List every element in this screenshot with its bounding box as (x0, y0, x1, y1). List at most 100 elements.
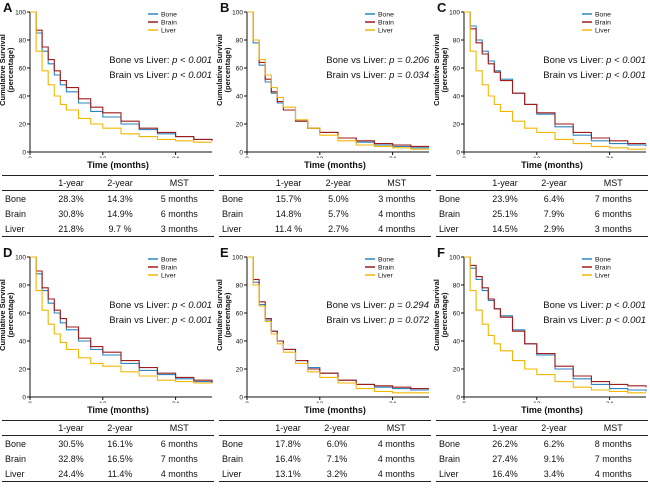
table-row: Bone 28.3% 14.3% 5 months (2, 191, 214, 207)
one-year-survival: 15.7% (275, 193, 302, 204)
column-header: 2-year (529, 175, 579, 191)
group-name: Liver (2, 221, 47, 237)
p-value-line: Bone vs Liver: p < 0.001 (543, 298, 646, 313)
series-line-liver (247, 11, 429, 150)
comparison-label: Brain vs Liver: (109, 315, 173, 326)
table-row: Bone 30.5% 16.1% 6 months (2, 436, 214, 452)
p-value-line: Brain vs Liver: p < 0.001 (543, 68, 646, 83)
survival-table-header: 1-year 2-year MST (2, 175, 214, 191)
one-year-survival: 30.8% (58, 208, 84, 219)
two-year-survival: 2.9% (529, 221, 579, 237)
column-header: MST (144, 420, 214, 436)
table-row: Bone 17.8% 6.0% 4 months (219, 436, 431, 452)
comparison-label: Bone vs Liver: (543, 55, 607, 66)
p-value-annotations: Bone vs Liver: p = 0.206 Brain vs Liver: … (326, 53, 429, 83)
series-line-liver (30, 11, 212, 143)
p-value: p < 0.001 (606, 55, 646, 66)
series-line-brain (464, 11, 646, 145)
two-year-survival: 3.4% (529, 466, 579, 482)
panel-label: B (220, 0, 230, 15)
header-row: 1-year 2-year MST (2, 420, 214, 436)
one-year-survival: 23.9% (492, 193, 518, 204)
group-name: Brain (439, 208, 461, 219)
column-header (2, 420, 47, 436)
one-year-survival: 16.4% (275, 453, 301, 464)
survival-table-body: Bone 23.9% 6.4% 7 months Brain 25.1% 7.9% 6 mon… (436, 191, 648, 237)
p-value: p < 0.001 (606, 300, 646, 311)
header-row: 1-year 2-year MST (2, 175, 214, 191)
x-tick-label: 12 (533, 401, 541, 403)
y-tick-label: 0 (239, 395, 243, 402)
x-tick-label: 0 (245, 156, 249, 158)
group-name: Liver (219, 221, 263, 237)
two-year-survival: 7.1% (326, 453, 348, 464)
p-value-line: Bone vs Liver: p = 0.294 (326, 298, 429, 313)
panel-label: D (3, 245, 13, 260)
series-line-liver (464, 11, 646, 150)
median-survival-time: 6 months (160, 438, 198, 449)
survival-table-body: Bone 28.3% 14.3% 5 months Brain 30.8% 14.9% 6 m… (2, 191, 214, 237)
column-header: MST (361, 420, 431, 436)
legend-label-bone: Bone (595, 12, 611, 19)
median-survival-time: 4 months (377, 453, 415, 464)
x-axis-label: Time (months) (521, 160, 583, 170)
legend-label-bone: Bone (161, 12, 177, 19)
one-year-survival: 32.8% (58, 453, 84, 464)
one-year-survival: 14.8% (275, 208, 302, 219)
y-tick-label: 60 (19, 311, 27, 318)
column-header: 1-year (480, 175, 530, 191)
one-year-survival: 26.2% (492, 438, 518, 449)
p-value: p < 0.001 (606, 315, 646, 326)
one-year-survival: 11.4 % (262, 221, 315, 237)
column-header: 1-year (46, 420, 96, 436)
y-tick-label: 20 (19, 122, 27, 129)
two-year-survival: 7.9% (543, 208, 565, 219)
table-row: Liver 16.4% 3.4% 4 months (436, 466, 648, 482)
survival-table-header: 1-year 2-year MST (2, 420, 214, 436)
legend-label-brain: Brain (595, 265, 611, 272)
legend-label-brain: Brain (161, 20, 177, 27)
one-year-survival: 28.3% (58, 193, 84, 204)
table-row: Liver 14.5% 2.9% 3 months (436, 221, 648, 237)
p-value-line: Bone vs Liver: p < 0.001 (109, 53, 212, 68)
survival-table-header: 1-year 2-year MST (219, 420, 431, 436)
panel-e: E Cumulative Survival (percentage) 0 20 40 60 8… (215, 245, 433, 489)
two-year-survival: 9.7 % (95, 221, 145, 237)
panel-b: B Cumulative Survival (percentage) 0 20 40 60 8… (215, 0, 433, 244)
two-year-survival: 11.4% (95, 466, 145, 482)
p-value-line: Brain vs Liver: p = 0.072 (326, 313, 429, 328)
p-value-line: Bone vs Liver: p < 0.001 (109, 298, 212, 313)
series-line-brain (30, 11, 213, 141)
survival-table: 1-year 2-year MST Bone 17.8% 6.0% 4 months Brai… (219, 420, 431, 482)
y-tick-label: 0 (22, 150, 26, 157)
x-tick-label: 12 (316, 156, 324, 158)
two-year-survival: 5.0% (328, 193, 349, 204)
table-row: Bone 15.7% 5.0% 3 months (219, 191, 431, 207)
legend-label-bone: Bone (161, 257, 177, 264)
header-row: 1-year 2-year MST (219, 175, 431, 191)
header-row: 1-year 2-year MST (436, 420, 648, 436)
y-tick-label: 100 (449, 255, 460, 262)
p-value-line: Bone vs Liver: p < 0.001 (543, 53, 646, 68)
y-tick-label: 80 (19, 283, 27, 290)
x-axis-label: Time (months) (304, 160, 366, 170)
legend-label-bone: Bone (378, 257, 394, 264)
column-header: 2-year (314, 175, 363, 191)
y-tick-label: 100 (449, 10, 460, 17)
legend-label-liver: Liver (595, 273, 610, 280)
legend-label-liver: Liver (161, 273, 176, 280)
legend-label-brain: Brain (595, 20, 611, 27)
x-axis-label: Time (months) (87, 160, 149, 170)
median-survival-time: 6 months (160, 208, 198, 219)
median-survival-time: 7 months (160, 453, 198, 464)
column-header: MST (578, 175, 648, 191)
x-tick-label: 12 (99, 156, 107, 158)
y-tick-label: 80 (19, 38, 27, 45)
group-name: Bone (5, 438, 27, 449)
survival-table-header: 1-year 2-year MST (436, 420, 648, 436)
p-value-line: Brain vs Liver: p = 0.034 (326, 68, 429, 83)
y-tick-label: 20 (236, 122, 244, 129)
p-value: p = 0.206 (389, 55, 429, 66)
